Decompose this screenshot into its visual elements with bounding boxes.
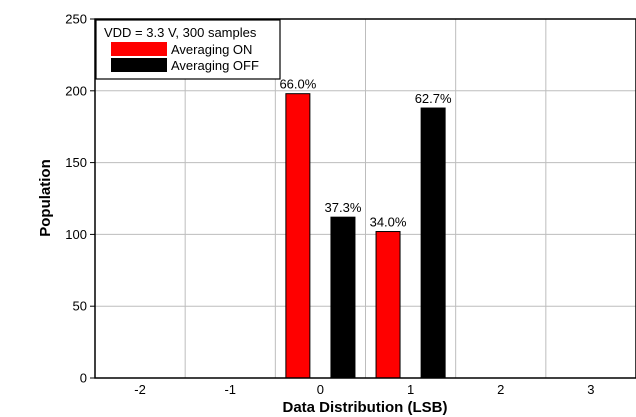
legend-swatch-averaging-on bbox=[111, 42, 167, 56]
x-tick-label: -2 bbox=[134, 382, 146, 397]
bar-averaging-off bbox=[420, 107, 446, 379]
y-tick-label: 250 bbox=[65, 12, 87, 27]
x-tick-label: 3 bbox=[587, 382, 594, 397]
y-axis-title: Population bbox=[37, 159, 54, 237]
grid bbox=[95, 19, 636, 378]
legend-label-averaging-on: Averaging ON bbox=[171, 42, 252, 57]
data-labels: 66.0% 34.0% 37.3% 62.7% bbox=[279, 77, 452, 230]
data-label: 62.7% bbox=[415, 91, 452, 106]
bar-averaging-off bbox=[330, 216, 356, 379]
x-axis-title: Data Distribution (LSB) bbox=[283, 399, 448, 416]
data-label: 66.0% bbox=[279, 77, 316, 92]
x-tick-labels: -2 -1 0 1 2 3 bbox=[134, 382, 594, 397]
x-tick-label: 2 bbox=[497, 382, 504, 397]
plot-frame bbox=[94, 18, 636, 379]
y-tick-label: 50 bbox=[73, 299, 87, 314]
bar-averaging-on bbox=[285, 93, 311, 379]
bars bbox=[285, 93, 446, 379]
data-label: 34.0% bbox=[370, 215, 407, 230]
y-tick-label: 100 bbox=[65, 227, 87, 242]
bar-averaging-on bbox=[375, 231, 401, 379]
x-tick-label: 0 bbox=[317, 382, 324, 397]
legend: VDD = 3.3 V, 300 samples Averaging ON Av… bbox=[95, 19, 281, 80]
legend-label-averaging-off: Averaging OFF bbox=[171, 58, 259, 73]
legend-title: VDD = 3.3 V, 300 samples bbox=[104, 25, 257, 40]
y-tick-label: 0 bbox=[80, 371, 87, 386]
data-label: 37.3% bbox=[325, 200, 362, 215]
legend-swatch-averaging-off bbox=[111, 58, 167, 72]
x-tick-label: -1 bbox=[224, 382, 236, 397]
y-tick-labels: 0 50 100 150 200 250 bbox=[65, 12, 95, 386]
x-tick-label: 1 bbox=[407, 382, 414, 397]
y-tick-label: 200 bbox=[65, 83, 87, 98]
y-tick-label: 150 bbox=[65, 155, 87, 170]
